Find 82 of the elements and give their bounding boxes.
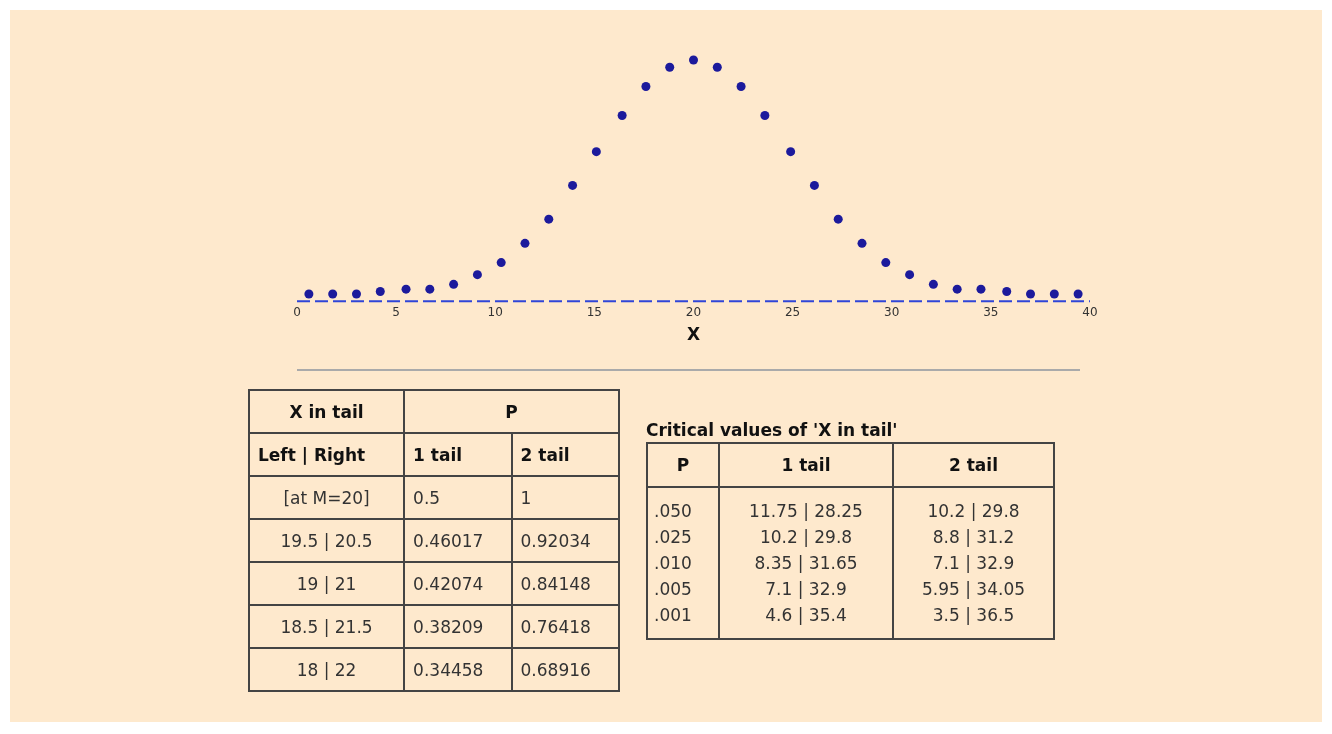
text: 19 | 21: [249, 562, 405, 605]
point: [304, 289, 314, 299]
point: [641, 82, 651, 92]
text: 0.42074: [404, 562, 512, 605]
text: 0.38209: [404, 605, 512, 648]
point: [809, 180, 819, 190]
text: 3.5 | 36.5: [931, 604, 1016, 627]
x-tick-label: 0: [293, 304, 301, 319]
text: P: [647, 443, 719, 487]
x-tick-label: 20: [685, 304, 702, 319]
point: [496, 258, 506, 268]
point: [665, 62, 675, 72]
text: 0.76418: [511, 605, 619, 648]
text: 5.95 | 34.05: [920, 578, 1027, 601]
text: .010: [654, 552, 693, 575]
point: [449, 279, 459, 289]
point: [425, 284, 435, 294]
point: [928, 279, 938, 289]
text: [at M=20]: [249, 476, 405, 519]
point: [712, 62, 722, 72]
text: .001: [654, 604, 693, 627]
text: 18 | 22: [249, 648, 405, 691]
text: .025: [654, 526, 693, 549]
point: [786, 147, 796, 157]
point: [833, 214, 843, 224]
text: 1 tail: [404, 433, 512, 476]
text: 10.2 | 29.8: [758, 526, 854, 549]
text: .005: [654, 578, 693, 601]
x-tick-label: 35: [983, 304, 999, 319]
point: [1026, 289, 1036, 299]
text: 0.68916: [511, 648, 619, 691]
text: 19.5 | 20.5: [249, 519, 405, 562]
text: 7.1 | 32.9: [764, 578, 848, 601]
point: [520, 238, 530, 248]
point: [328, 289, 338, 299]
point: [1049, 289, 1059, 299]
point: [976, 284, 986, 294]
x-tick-label: 25: [784, 304, 801, 319]
point: [351, 289, 361, 299]
point: [905, 270, 915, 280]
text: Critical values of 'X in tail': [646, 420, 899, 440]
text: 0.34458: [404, 648, 512, 691]
text: 0.92034: [511, 519, 619, 562]
text: 0.46017: [404, 519, 512, 562]
text: Left | Right: [249, 433, 405, 476]
text: 18.5 | 21.5: [249, 605, 405, 648]
point: [1002, 287, 1012, 297]
point: [1073, 289, 1083, 299]
x-tick-label: 40: [1082, 304, 1098, 319]
text: 11.75 | 28.25: [748, 500, 864, 523]
point: [857, 238, 867, 248]
point: [952, 284, 962, 294]
point: [375, 287, 385, 297]
text: X in tail: [249, 390, 405, 433]
point: [568, 180, 578, 190]
text: 0.5: [404, 476, 512, 519]
point: [544, 214, 554, 224]
text: 0.84148: [511, 562, 619, 605]
text: 8.8 | 31.2: [931, 526, 1016, 549]
x-axis-title: X: [686, 324, 701, 345]
point: [760, 110, 770, 120]
x-tick-label: 10: [487, 304, 503, 319]
text: 1: [511, 476, 619, 519]
point: [591, 147, 601, 157]
x-tick-label: 30: [884, 304, 900, 319]
text: 2 tail: [893, 443, 1054, 487]
text: 7.1 | 32.9: [931, 552, 1016, 575]
x-tick-label: 15: [586, 304, 603, 319]
point: [881, 258, 891, 268]
text: 8.35 | 31.65: [753, 552, 859, 575]
text: 2 tail: [511, 433, 619, 476]
point: [736, 82, 746, 92]
point: [401, 284, 411, 294]
point: [617, 110, 627, 120]
point: [472, 270, 482, 280]
text: .050: [654, 500, 693, 523]
x-tick-label: 5: [392, 304, 400, 319]
text: 4.6 | 35.4: [764, 604, 848, 627]
text: 1 tail: [719, 443, 893, 487]
point: [689, 55, 698, 65]
text: 10.2 | 29.8: [926, 500, 1021, 523]
text: P: [404, 390, 619, 433]
